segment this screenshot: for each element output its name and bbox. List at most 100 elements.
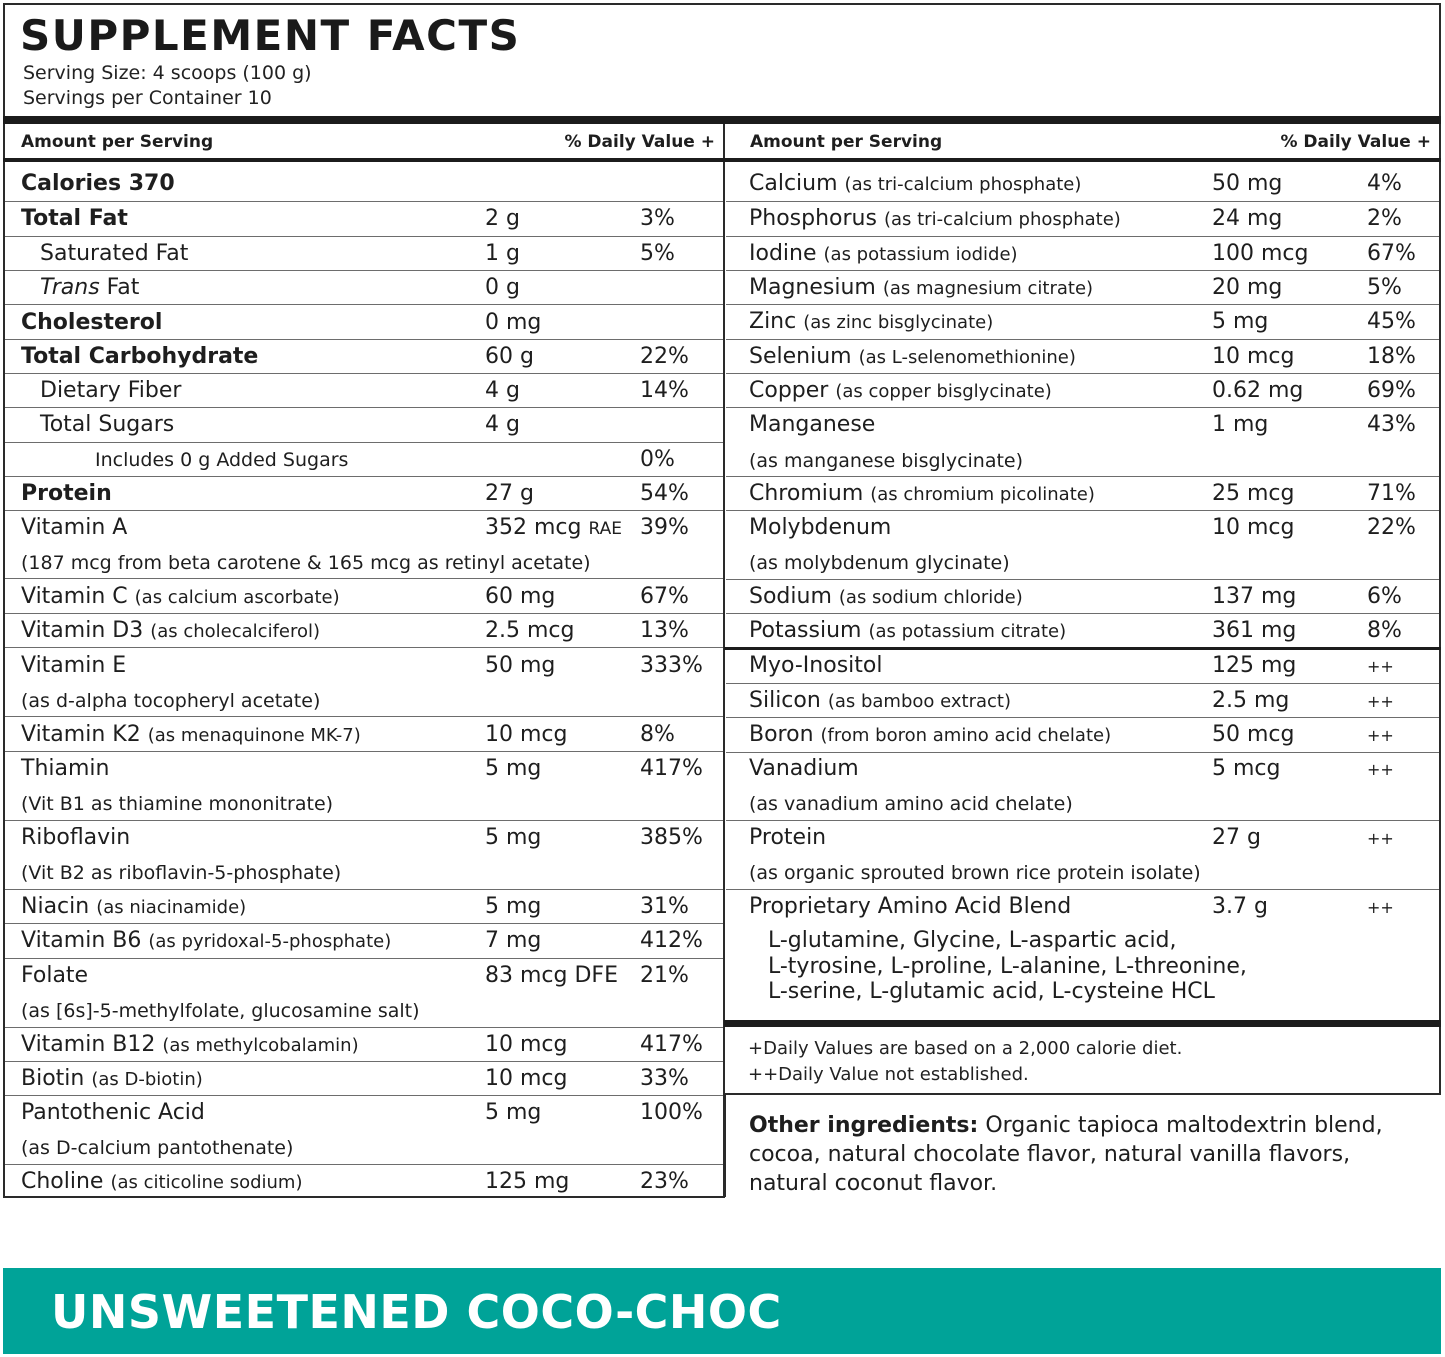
nutrient-source: (Vit B2 as riboflavin-5-phosphate) [21,862,342,884]
table-row: Total Carbohydrate 60 g 22% [5,340,723,374]
other-ingredients-text: Organic tapioca maltodextrin blend, coco… [749,1113,1383,1196]
table-row: Selenium (as L-selenomethionine) 10 mcg … [726,340,1439,374]
nutrient-source: (187 mcg from beta carotene & 165 mcg as… [21,552,591,574]
table-row: Saturated Fat 1 g 5% [5,237,723,271]
nutrient-source: (as chromium picolinate) [870,484,1095,505]
nutrient-dv: 31% [640,894,689,919]
nutrient-amount: 5 mg [485,894,542,919]
nutrient-source: (as potassium citrate) [868,621,1067,642]
nutrient-source: (Vit B1 as thiamine mononitrate) [21,793,334,815]
name-text: Zinc [749,309,797,334]
table-row: Calcium (as tri-calcium phosphate) 50 mg… [726,162,1439,202]
nutrient-dv: 67% [1367,241,1416,266]
flavor-name: UNSWEETENED COCO-CHOC [51,1285,782,1339]
table-row: Copper (as copper bisglycinate) 0.62 mg … [726,374,1439,408]
nutrient-dv: 33% [640,1066,689,1091]
table-row: Protein 27 g ++ (as organic sprouted bro… [726,821,1439,890]
nutrient-source: (as D-calcium pantothenate) [21,1137,294,1159]
daily-value-label: % Daily Value + [564,132,715,152]
nutrient-name: Vitamin B6 (as pyridoxal-5-phosphate) [21,926,391,957]
blend-line: L-tyrosine, L-proline, L-alanine, L-thre… [768,953,1247,979]
table-row: Molybdenum 10 mcg 22% (as molybdenum gly… [726,511,1439,580]
column-divider-extension [724,1095,726,1197]
nutrient-source: (as d-alpha tocopheryl acetate) [21,690,321,712]
left-column-header: Amount per Serving % Daily Value + [3,124,725,160]
nutrient-source: (as tri-calcium phosphate) [883,209,1121,230]
nutrient-amount: 137 mg [1212,584,1297,609]
nutrient-name: Vitamin A [21,515,128,540]
table-row: Dietary Fiber 4 g 14% [5,374,723,408]
amount-per-serving-label: Amount per Serving [750,132,943,152]
daily-value-label: % Daily Value + [1280,132,1431,152]
table-row: Vitamin B6 (as pyridoxal-5-phosphate) 7 … [5,924,723,959]
nutrient-amount: 10 mcg [485,1032,568,1057]
nutrient-source: (from boron amino acid chelate) [820,725,1112,746]
table-row: Chromium (as chromium picolinate) 25 mcg… [726,477,1439,511]
table-row: Vanadium 5 mcg ++ (as vanadium amino aci… [726,753,1439,821]
name-text: Niacin [21,894,90,919]
nutrient-amount: 5 mg [485,825,542,850]
right-header-rule [724,158,1441,162]
blend-line: L-serine, L-glutamic acid, L-cysteine HC… [768,979,1215,1004]
name-text: Copper [749,378,829,403]
nutrient-dv: 45% [1367,309,1416,334]
name-text: Phosphorus [749,206,877,231]
table-row-amino-blend: Proprietary Amino Acid Blend 3.7 g ++ [726,890,1439,1020]
nutrient-dv: 417% [640,1032,703,1057]
table-row: Myo-Inositol 125 mg ++ [726,650,1439,684]
nutrient-name: Riboflavin [21,825,131,850]
nutrient-amount: 1 mg [1212,412,1269,437]
table-row: Magnesium (as magnesium citrate) 20 mg 5… [726,271,1439,305]
table-row-calories: Calories 370 [5,162,723,202]
nutrient-name: Manganese [749,412,876,437]
name-text: Vitamin K2 [21,722,141,747]
nutrient-source: (as copper bisglycinate) [835,381,1052,402]
table-row: Biotin (as D-biotin) 10 mcg 33% [5,1062,723,1096]
nutrient-name: Phosphorus (as tri-calcium phosphate) [749,204,1121,235]
table-row: Sodium (as sodium chloride) 137 mg 6% [726,580,1439,614]
nutrient-name: Choline (as citicoline sodium) [21,1167,302,1198]
nutrient-amount: 24 mg [1212,206,1283,231]
nutrient-amount: 4 g [485,378,520,403]
nutrient-dv: 14% [640,378,689,403]
nutrient-source: (as bamboo extract) [827,691,1012,712]
nutrient-amount: 10 mcg [485,1066,568,1091]
table-row: Vitamin B12 (as methylcobalamin) 10 mcg … [5,1028,723,1062]
flavor-banner: UNSWEETENED COCO-CHOC [3,1268,1441,1354]
nutrient-dv: 385% [640,825,703,850]
serving-size: Serving Size: 4 scoops (100 g) [23,62,312,84]
amino-blend-ingredients: L-glutamine, Glycine, L-aspartic acid, L… [768,928,1247,1005]
not-established-footnote: ++Daily Value not established. [748,1064,1029,1085]
nutrient-name: Vanadium [749,756,859,781]
name-text: Sodium [749,584,832,609]
nutrient-source: (as potassium iodide) [823,244,1018,265]
nutrient-amount: 5 mg [485,1100,542,1125]
nutrient-name: Total Fat [21,206,128,231]
nutrient-name: Thiamin [21,756,110,781]
nutrient-name: Dietary Fiber [40,378,182,403]
nutrient-dv: ++ [1367,692,1394,711]
nutrient-dv: 5% [1367,275,1402,300]
nutrient-source: (as organic sprouted brown rice protein … [749,862,1201,884]
nutrient-name: Chromium (as chromium picolinate) [749,479,1095,510]
nutrient-source: (as manganese bisglycinate) [749,450,1024,472]
name-text: Calcium [749,171,838,196]
footnote-thick-divider [724,1020,1441,1027]
nutrient-source: (as tri-calcium phosphate) [844,174,1082,195]
other-ingredients-label: Other ingredients: [749,1113,979,1138]
nutrient-name: Vitamin K2 (as menaquinone MK-7) [21,720,361,751]
nutrient-dv: 22% [1367,515,1416,540]
nutrient-name: Trans Fat [40,273,139,303]
nutrient-dv: 67% [640,584,689,609]
nutrient-amount: 361 mg [1212,618,1297,643]
table-row: Vitamin A 352 mcg RAE 39% (187 mcg from … [5,511,723,579]
nutrient-dv: ++ [1367,898,1394,917]
nutrient-name: Magnesium (as magnesium citrate) [749,273,1093,304]
nutrient-source: (as L-selenomethionine) [858,347,1076,368]
amount-per-serving-label: Amount per Serving [21,132,214,152]
amount-unit: RAE [588,519,622,539]
nutrient-amount: 20 mg [1212,275,1283,300]
nutrient-name: Vitamin D3 (as cholecalciferol) [21,616,320,647]
name-text: Iodine [749,241,817,266]
nutrient-name: Pantothenic Acid [21,1100,205,1125]
